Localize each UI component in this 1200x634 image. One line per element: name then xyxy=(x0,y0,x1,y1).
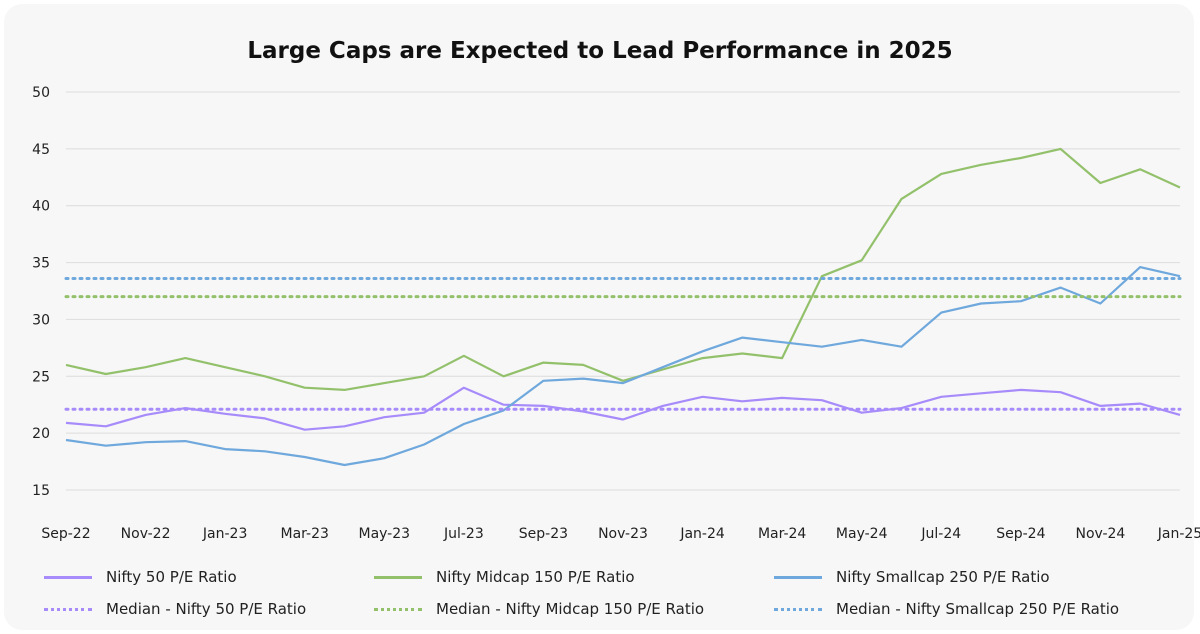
x-tick-label: Jan-23 xyxy=(202,526,247,542)
chart-card xyxy=(4,4,1194,630)
y-tick-label: 45 xyxy=(32,142,50,158)
x-tick-label: Sep-24 xyxy=(996,526,1045,542)
x-tick-label: Mar-24 xyxy=(758,526,806,542)
legend-item: Nifty Midcap 150 P/E Ratio xyxy=(374,566,635,588)
y-tick-label: 25 xyxy=(32,369,50,385)
legend-swatch xyxy=(44,575,92,579)
legend-swatch xyxy=(374,575,422,579)
legend-label: Median - Nifty Midcap 150 P/E Ratio xyxy=(436,600,705,618)
x-tick-label: Nov-23 xyxy=(598,526,648,542)
y-tick-label: 30 xyxy=(32,312,50,328)
legend-label: Nifty Smallcap 250 P/E Ratio xyxy=(836,568,1050,586)
legend-label: Nifty Midcap 150 P/E Ratio xyxy=(436,568,635,586)
x-tick-label: May-24 xyxy=(836,526,888,542)
legend-swatch xyxy=(774,607,822,611)
y-tick-label: 40 xyxy=(32,199,50,215)
line-chart: 15 20 25 30 35 40 45 50 Sep-22 Nov-22 Jan-23 Mar-23… xyxy=(32,85,1200,542)
y-tick-label: 20 xyxy=(32,426,50,442)
legend-item: Median - Nifty Midcap 150 P/E Ratio xyxy=(374,598,704,620)
y-tick-label: 35 xyxy=(32,256,50,272)
legend-item: Nifty Smallcap 250 P/E Ratio xyxy=(774,566,1050,588)
series-line-0 xyxy=(65,386,1181,431)
x-tick-label: Sep-22 xyxy=(41,526,90,542)
y-tick-label: 15 xyxy=(32,483,50,499)
x-tick-label: Jul-23 xyxy=(443,526,484,542)
legend-swatch xyxy=(774,575,822,579)
chart-legend: Nifty 50 P/E Ratio Nifty Midcap 150 P/E R… xyxy=(0,560,1200,630)
x-tick-label: Jul-24 xyxy=(920,526,961,542)
x-tick-label: Nov-22 xyxy=(121,526,171,542)
legend-swatch xyxy=(44,607,92,611)
legend-label: Median - Nifty 50 P/E Ratio xyxy=(106,600,307,618)
series-line-1 xyxy=(65,147,1181,391)
chart-title: Large Caps are Expected to Lead Performa… xyxy=(247,38,953,64)
x-tick-label: Jan-24 xyxy=(679,526,725,542)
x-tick-label: May-23 xyxy=(358,526,410,542)
x-tick-label: Sep-23 xyxy=(519,526,568,542)
y-tick-label: 50 xyxy=(32,85,50,101)
x-tick-label: Jan-25 xyxy=(1157,526,1200,542)
legend-item: Median - Nifty 50 P/E Ratio xyxy=(44,598,306,620)
legend-label: Nifty 50 P/E Ratio xyxy=(106,568,237,586)
legend-swatch xyxy=(374,607,422,611)
legend-label: Median - Nifty Smallcap 250 P/E Ratio xyxy=(836,600,1120,618)
legend-item: Median - Nifty Smallcap 250 P/E Ratio xyxy=(774,598,1119,620)
x-tick-label: Nov-24 xyxy=(1076,526,1126,542)
x-tick-label: Mar-23 xyxy=(281,526,329,542)
series-line-2 xyxy=(65,266,1181,467)
legend-item: Nifty 50 P/E Ratio xyxy=(44,566,237,588)
